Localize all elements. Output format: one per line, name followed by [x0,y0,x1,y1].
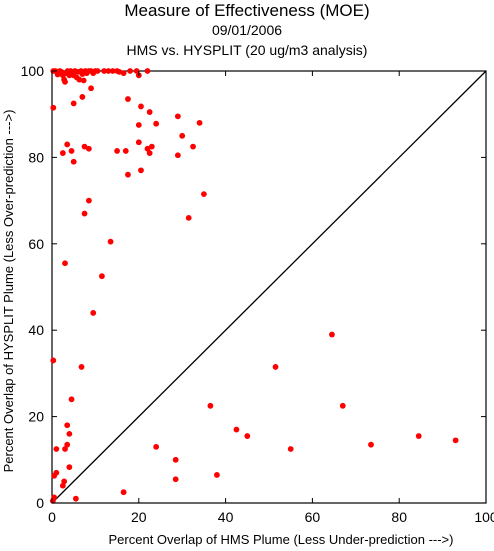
data-point [78,364,85,370]
x-tick-label: 100 [474,509,494,525]
data-point [287,446,294,452]
reference-line [51,70,487,504]
data-point [272,364,279,370]
data-point [135,122,142,128]
data-point [174,113,181,120]
data-point [66,464,73,471]
data-point [64,422,71,429]
data-point [146,150,153,156]
data-point [72,495,79,502]
data-point [62,260,68,267]
data-point [94,68,101,74]
x-tick-label: 40 [218,509,234,525]
y-tick-label: 100 [21,63,45,79]
y-tick-label: 60 [28,236,44,252]
data-point [107,238,114,245]
y-tick-label: 20 [28,409,44,425]
data-point [196,119,203,126]
data-point [81,143,88,150]
data-point [174,152,181,159]
data-point [329,331,335,338]
data-point [415,433,422,439]
data-point [51,472,58,479]
data-point [146,109,153,115]
data-point [120,70,127,77]
data-point [185,214,192,221]
data-point [70,158,77,165]
data-point [133,68,140,74]
data-point [80,77,87,84]
data-point [49,497,56,504]
y-tick-label: 0 [36,495,44,511]
data-point [59,482,66,489]
data-point [127,68,134,74]
data-point [368,441,374,448]
data-point [452,437,459,444]
y-tick-label: 40 [28,322,44,338]
data-point [88,85,94,92]
data-point [114,148,120,154]
data-point [90,310,97,316]
data-point [50,104,57,111]
data-point [339,402,346,409]
data-point [64,141,71,148]
data-point [144,145,151,152]
x-tick-label: 80 [391,509,407,525]
data-point [125,171,131,178]
data-point [207,402,214,409]
data-point [85,197,92,204]
data-point [109,68,116,74]
data-point [120,489,127,496]
x-tick-label: 0 [48,509,56,525]
data-point [85,145,92,152]
data-point [148,143,155,150]
data-point [144,68,151,74]
plot-frame [51,70,487,504]
data-point [125,96,131,102]
data-point [153,443,160,450]
data-point [244,433,251,439]
data-point [50,357,57,364]
data-point [138,167,144,174]
chart-date: 09/01/2006 [211,22,283,38]
data-point [190,143,196,150]
data-point [122,148,129,154]
data-point [105,68,112,74]
data-point [53,446,60,452]
data-point [76,76,83,83]
data-point [172,456,179,463]
data-point [201,191,207,198]
data-point [62,78,68,85]
data-point [135,139,142,146]
data-point [66,430,73,437]
data-point [79,94,86,100]
chart-subtitle: HMS vs. HYSPLIT (20 ug/m3 analysis) [126,42,368,58]
data-point [81,210,88,217]
data-point [59,150,66,156]
chart-title: Measure of Effectiveness (MOE) [124,1,370,20]
x-tick-label: 20 [131,509,147,525]
data-point [62,446,68,452]
data-point [172,476,179,483]
data-point [179,132,186,139]
data-point [68,148,75,154]
data-point [214,472,220,478]
data-point [233,426,240,433]
data-point [64,441,71,448]
data-point [68,396,75,403]
data-point [153,120,160,127]
data-point [99,273,105,280]
data-point [101,68,107,74]
x-axis-label: Percent Overlap of HMS Plume (Less Under… [109,532,454,547]
y-axis-label: Percent Overlap of HYSPLIT Plume (Less O… [1,110,16,473]
data-point [138,103,144,110]
data-point [70,100,77,107]
y-tick-label: 80 [28,149,44,165]
x-tick-label: 60 [305,509,321,525]
